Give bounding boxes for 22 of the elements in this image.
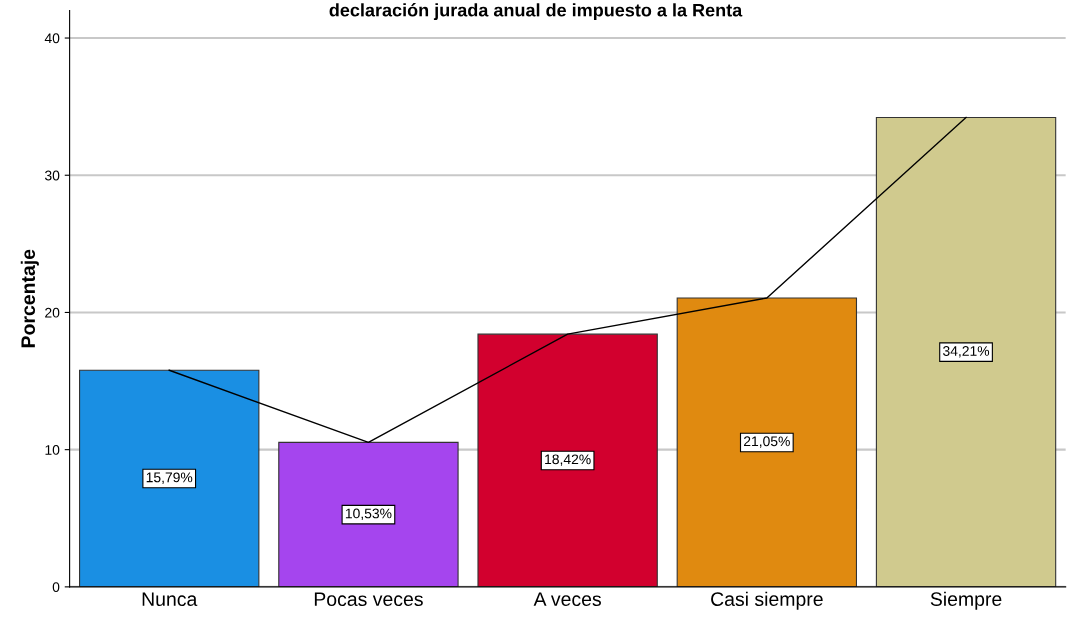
x-tick-label: A veces	[533, 592, 601, 607]
x-tick-label: Pocas veces	[314, 592, 423, 607]
bar	[278, 441, 459, 587]
bar	[477, 333, 658, 587]
chart-title: declaración jurada anual de impuesto a la Renta	[329, 3, 743, 21]
data-label: 34,21%	[943, 346, 990, 358]
y-tick-label: 20	[45, 307, 60, 318]
x-tick-label: Nunca	[142, 592, 198, 607]
bar	[676, 297, 858, 587]
bar	[875, 116, 1057, 587]
y-tick-label: 10	[45, 444, 60, 455]
data-label: 10,53%	[345, 508, 392, 520]
y-tick-label: 40	[44, 33, 60, 44]
bar	[79, 369, 260, 587]
x-tick-label: Casi siempre	[711, 591, 823, 610]
x-tick-label: Siempre	[930, 591, 1002, 610]
y-tick-label: 30	[44, 170, 60, 181]
y-tick-label: 0	[52, 582, 60, 593]
data-label: 21,05%	[743, 436, 790, 448]
data-label: 15,79%	[146, 472, 193, 484]
data-label: 18,42%	[545, 454, 591, 466]
y-axis-title: Porcentaje	[20, 249, 39, 348]
